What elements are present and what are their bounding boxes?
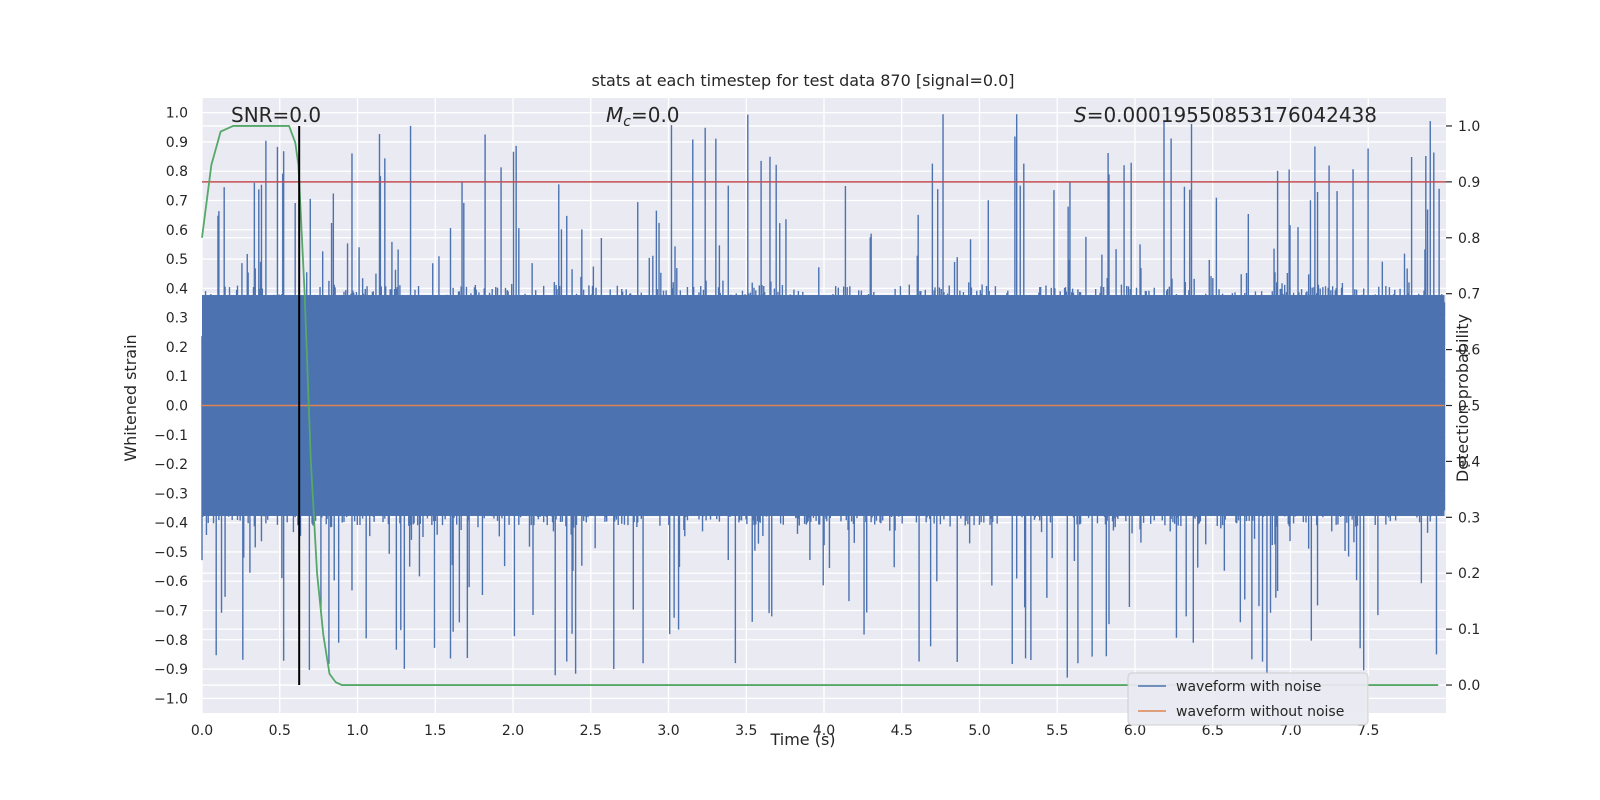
y-axis-right-ticks: 1.0 0.9 0.8 0.7 0.6 0.5 0.4 0.3 0.2 0.1 0.0	[1446, 119, 1480, 694]
y-tick-label: 0.2	[166, 340, 188, 356]
y-tick-label: −1.0	[154, 691, 188, 707]
mc-subscript: c	[623, 114, 631, 130]
x-tick-label: 0.5	[269, 723, 291, 739]
y-right-tick-label: 0.0	[1458, 678, 1480, 694]
mc-annotation: Mc=0.0	[606, 103, 680, 130]
y-axis-label: Whitened strain	[121, 334, 140, 461]
x-tick-label: 5.0	[968, 723, 990, 739]
y-right-tick-label: 0.9	[1458, 175, 1480, 191]
y-tick-label: 0.4	[166, 281, 188, 297]
x-tick-label: 3.5	[735, 723, 757, 739]
y-right-tick-label: 0.7	[1458, 287, 1480, 303]
y-tick-label: 0.6	[166, 223, 188, 239]
x-tick-label: 1.5	[424, 723, 446, 739]
y-tick-label: 0.9	[166, 135, 188, 151]
legend: waveform with noise waveform without noi…	[1127, 672, 1369, 726]
s-annotation: S=0.00019550853176042438	[1074, 103, 1377, 127]
x-tick-label: 3.0	[657, 723, 679, 739]
y-tick-label: −0.2	[154, 457, 188, 473]
series-lines	[201, 125, 1446, 686]
mc-symbol: M	[606, 103, 623, 127]
y-tick-label: −0.1	[154, 428, 188, 444]
x-tick-label: 1.0	[346, 723, 368, 739]
y-tick-label: −0.5	[154, 545, 188, 561]
chart-title: stats at each timestep for test data 870…	[591, 71, 1014, 90]
snr-annotation: SNR=0.0	[231, 103, 321, 127]
x-tick-label: 7.5	[1357, 723, 1379, 739]
y-tick-label: 0.5	[166, 252, 188, 268]
y-right-tick-label: 0.5	[1458, 399, 1480, 415]
x-axis-ticks: 0.0 0.5 1.0 1.5 2.0 2.5 3.0 3.5 4.0 4.5 5.0 5.5 6.0 6…	[191, 723, 1380, 739]
x-tick-label: 0.0	[191, 723, 213, 739]
y-tick-label: −0.8	[154, 633, 188, 649]
s-value: =0.00019550853176042438	[1087, 103, 1377, 127]
x-tick-label: 6.0	[1124, 723, 1146, 739]
legend-box	[1127, 672, 1369, 726]
x-tick-label: 2.5	[580, 723, 602, 739]
mc-value: =0.0	[631, 103, 680, 127]
y-tick-label: −0.9	[154, 662, 188, 678]
y-tick-label: 1.0	[166, 106, 188, 122]
s-symbol: S	[1074, 103, 1087, 127]
y-right-tick-label: 0.3	[1458, 510, 1480, 526]
y-tick-label: 0.8	[166, 164, 188, 180]
y-tick-label: −0.4	[154, 516, 188, 532]
legend-label-clean: waveform without noise	[1176, 704, 1344, 720]
x-tick-label: 4.0	[813, 723, 835, 739]
x-tick-label: 2.0	[502, 723, 524, 739]
y-right-tick-label: 0.4	[1458, 454, 1480, 470]
y-right-tick-label: 1.0	[1458, 119, 1480, 135]
y-right-tick-label: 0.2	[1458, 566, 1480, 582]
y-right-tick-label: 0.6	[1458, 343, 1480, 359]
y-tick-label: 0.7	[166, 194, 188, 210]
detection-probability-line	[201, 125, 1439, 686]
x-tick-label: 4.5	[891, 723, 913, 739]
y-tick-label: −0.7	[154, 604, 188, 620]
y-tick-label: 0.1	[166, 369, 188, 385]
y-right-tick-label: 0.1	[1458, 622, 1480, 638]
y-tick-label: 0.0	[166, 399, 188, 415]
y-tick-label: −0.3	[154, 486, 188, 502]
legend-label-noise: waveform with noise	[1176, 679, 1321, 695]
y-tick-label: −0.6	[154, 574, 188, 590]
y-tick-label: 0.3	[166, 311, 188, 327]
x-tick-label: 6.5	[1202, 723, 1224, 739]
x-tick-label: 5.5	[1046, 723, 1068, 739]
y-axis-right-label: Detection probability	[1453, 314, 1472, 482]
x-axis-label: Time (s)	[769, 730, 835, 749]
y-right-tick-label: 0.8	[1458, 231, 1480, 247]
x-tick-label: 7.0	[1279, 723, 1301, 739]
y-axis-ticks: 1.0 0.9 0.8 0.7 0.6 0.5 0.4 0.3 0.2 0.1 0.0 −0.1 −0.…	[154, 106, 188, 708]
